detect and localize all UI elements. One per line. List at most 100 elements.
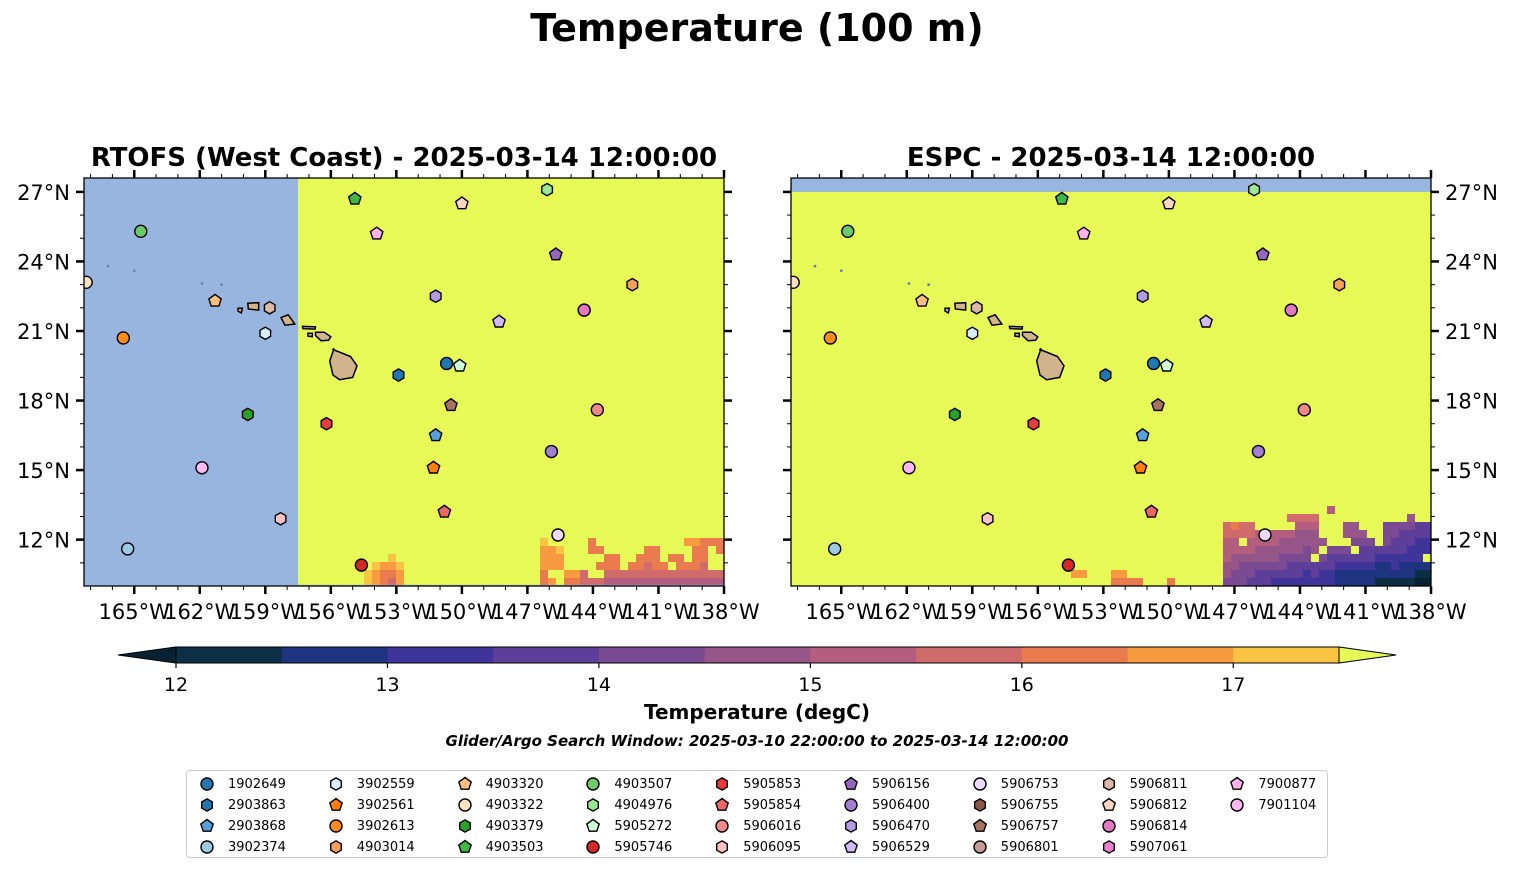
circle-marker-icon	[973, 840, 987, 854]
lon-tick-label: 165°W	[806, 600, 878, 624]
temperature-cell	[1303, 570, 1311, 578]
legend-label: 4903014	[356, 839, 415, 855]
float-marker-4903014	[626, 277, 639, 292]
temperature-cell	[692, 546, 700, 554]
temperature-cell	[1239, 522, 1247, 530]
temperature-cell	[1415, 530, 1423, 538]
pentagon-marker-icon	[843, 839, 859, 853]
island-maui	[314, 331, 332, 342]
legend-label: 2903868	[228, 818, 286, 834]
float-marker-2903863	[392, 368, 405, 383]
temperature-cell	[1119, 570, 1127, 578]
legend-item-4903320: 4903320	[457, 774, 544, 794]
temperature-cell	[380, 578, 388, 586]
temperature-cell	[716, 546, 724, 554]
legend-marker	[200, 777, 214, 791]
temperature-cell	[1423, 578, 1431, 586]
temperature-cell	[364, 578, 372, 586]
temperature-cell	[1271, 570, 1279, 578]
lon-tick-label: 159°W	[230, 600, 302, 624]
lat-tick-label: 24°N	[17, 250, 70, 274]
float-marker-5906156	[1255, 247, 1270, 261]
lon-tick-label: 162°W	[871, 600, 943, 624]
legend-marker	[843, 839, 859, 853]
temperature-cell	[380, 562, 388, 570]
temperature-cell	[636, 570, 644, 578]
legend-label: 5906529	[872, 839, 930, 855]
float-marker-5905854	[437, 504, 452, 518]
temperature-cell	[1247, 578, 1255, 586]
temperature-cell	[1263, 554, 1271, 562]
legend-marker	[587, 798, 600, 812]
temperature-cell	[1255, 538, 1263, 546]
legend-label: 5906095	[743, 839, 802, 855]
float-marker-5906814	[1284, 303, 1298, 317]
float-marker-5905853	[320, 416, 333, 431]
temperature-cell	[1119, 578, 1127, 586]
atoll	[839, 269, 843, 273]
temperature-cell	[1231, 562, 1239, 570]
temperature-cell	[372, 570, 380, 578]
legend-label: 4903503	[485, 839, 544, 855]
temperature-cell	[1271, 538, 1279, 546]
temperature-cell	[676, 578, 684, 586]
legend-marker	[972, 818, 987, 832]
island-niihau	[237, 307, 244, 315]
temperature-cell	[1271, 562, 1279, 570]
temperature-cell	[1255, 578, 1263, 586]
temperature-cell	[692, 554, 700, 562]
hexagon-marker-icon	[845, 819, 858, 833]
temperature-cell	[660, 562, 668, 570]
float-marker-3902613	[823, 331, 838, 345]
legend-item-5906801: 5906801	[972, 837, 1059, 857]
temperature-cell	[1279, 530, 1287, 538]
temperature-cell	[708, 578, 716, 586]
lon-tick-label: 144°W	[1264, 600, 1336, 624]
temperature-cell	[1231, 530, 1239, 538]
circle-marker-icon	[1230, 798, 1245, 812]
temperature-cell	[1343, 578, 1351, 586]
lat-tick-label: 21°N	[1445, 320, 1498, 344]
circle-marker-icon	[715, 819, 729, 833]
temperature-cell	[1295, 578, 1303, 586]
temperature-cell	[1303, 578, 1311, 586]
atoll	[927, 283, 931, 287]
temperature-cell	[1383, 522, 1391, 530]
island-lanai	[1014, 332, 1021, 338]
temperature-cell	[1255, 546, 1263, 554]
temperature-cell	[1351, 570, 1359, 578]
temperature-cell	[1247, 522, 1255, 530]
temperature-cell	[1399, 530, 1407, 538]
temperature-cell	[1391, 522, 1399, 530]
temperature-cell	[1279, 546, 1287, 554]
circle-marker-icon	[457, 798, 472, 812]
island-kauai	[246, 301, 260, 311]
temperature-cell	[1327, 506, 1335, 514]
temperature-cell	[588, 578, 596, 586]
temperature-cell	[1303, 522, 1311, 530]
temperature-cell	[1255, 562, 1263, 570]
legend-label: 4903507	[614, 776, 673, 792]
legend-item-4903503: 4903503	[457, 837, 544, 857]
lon-tick-label: 162°W	[164, 600, 236, 624]
legend-label: 5906814	[1129, 818, 1188, 834]
temperature-cell	[1391, 538, 1399, 546]
map-plot-area	[84, 178, 724, 586]
legend-item-5906811: 5906811	[1101, 774, 1188, 794]
temperature-cell	[1263, 538, 1271, 546]
legend-label: 5905853	[743, 776, 802, 792]
temperature-cell	[1287, 562, 1295, 570]
legend-label: 5906757	[1000, 818, 1059, 834]
panel-title-rtofs: RTOFS (West Coast) - 2025-03-14 12:00:00	[90, 143, 718, 173]
temperature-cell	[564, 578, 572, 586]
legend-item-5905746: 5905746	[585, 837, 672, 857]
temperature-cell	[1247, 546, 1255, 554]
float-marker-4903322	[84, 275, 93, 290]
legend-label: 5905746	[614, 839, 673, 855]
temperature-cell	[1167, 578, 1175, 586]
colorbar-tick-label: 17	[1221, 674, 1245, 696]
temperature-cell	[1399, 538, 1407, 546]
temperature-cell	[1239, 578, 1247, 586]
temperature-cell	[1223, 554, 1231, 562]
legend-marker	[973, 798, 986, 812]
